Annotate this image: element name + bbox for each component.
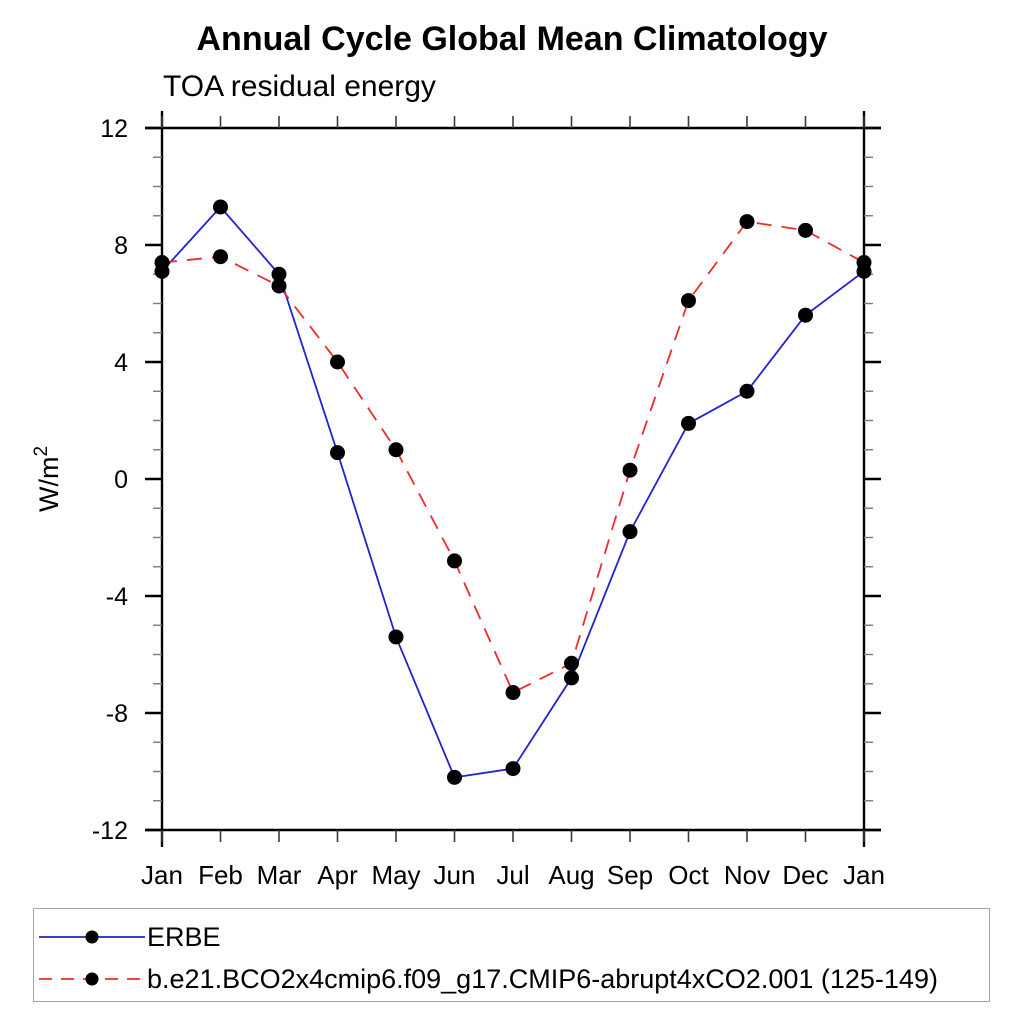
- data-point-marker: [681, 415, 696, 431]
- data-point-marker: [271, 266, 287, 282]
- x-tick-label: Aug: [548, 860, 594, 890]
- x-tick-label: Oct: [668, 860, 709, 890]
- erbe-line-sample: [39, 930, 145, 944]
- data-point-marker: [739, 214, 755, 230]
- data-point-marker: [622, 462, 638, 478]
- data-point-marker: [213, 199, 228, 215]
- data-point-marker: [798, 222, 813, 238]
- x-tick-label: Jan: [843, 860, 885, 890]
- data-point-marker: [388, 629, 404, 645]
- data-point-marker: [505, 761, 521, 777]
- x-tick-label: Nov: [724, 860, 770, 890]
- data-point-marker: [564, 670, 579, 686]
- legend: ERBE b.e21.BCO2x4cmip6.f09_g17.CMIP6-abr…: [33, 908, 990, 1002]
- y-tick-label: -12: [92, 817, 128, 845]
- data-point-marker: [213, 249, 228, 265]
- data-point-marker: [447, 553, 462, 569]
- data-point-marker: [681, 293, 696, 309]
- y-tick-label: 0: [114, 466, 128, 494]
- legend-item-erbe: ERBE: [39, 919, 989, 955]
- x-tick-label: Mar: [257, 860, 302, 890]
- data-point-marker: [271, 278, 287, 294]
- data-point-marker: [154, 255, 170, 271]
- x-tick-label: Jan: [141, 860, 183, 890]
- model-line-sample: [39, 972, 145, 986]
- y-axis-title: W/m2: [31, 446, 64, 512]
- x-tick-label: Jun: [434, 860, 476, 890]
- data-point-marker: [330, 445, 345, 461]
- legend-item-model: b.e21.BCO2x4cmip6.f09_g17.CMIP6-abrupt4x…: [39, 961, 989, 997]
- data-point-marker: [447, 769, 462, 785]
- x-tick-label: Sep: [607, 860, 653, 890]
- data-point-marker: [798, 307, 813, 323]
- data-point-marker: [739, 383, 755, 399]
- y-tick-label: 4: [114, 349, 128, 377]
- legend-sample-marker: [85, 972, 99, 986]
- x-tick-label: Jul: [496, 860, 529, 890]
- x-tick-label: Dec: [782, 860, 828, 890]
- x-tick-label: May: [371, 860, 420, 890]
- data-point-marker: [564, 655, 579, 671]
- x-tick-label: Apr: [317, 860, 358, 890]
- data-point-marker: [330, 354, 345, 370]
- model-series-line: [161, 220, 865, 694]
- legend-sample-marker: [85, 930, 99, 944]
- chart-title: Annual Cycle Global Mean Climatology: [196, 20, 828, 58]
- y-tick-label: 12: [100, 115, 128, 143]
- y-tick-label: 8: [114, 232, 128, 260]
- y-tick-label: -8: [106, 700, 128, 728]
- data-point-marker: [622, 524, 638, 540]
- data-point-marker: [388, 442, 404, 458]
- x-tick-label: Feb: [198, 860, 243, 890]
- y-tick-label: -4: [106, 583, 128, 611]
- data-point-marker: [856, 255, 872, 271]
- legend-label-model: b.e21.BCO2x4cmip6.f09_g17.CMIP6-abrupt4x…: [147, 963, 938, 994]
- data-point-marker: [505, 685, 521, 701]
- legend-label-erbe: ERBE: [147, 921, 221, 952]
- chart-subtitle: TOA residual energy: [163, 70, 436, 103]
